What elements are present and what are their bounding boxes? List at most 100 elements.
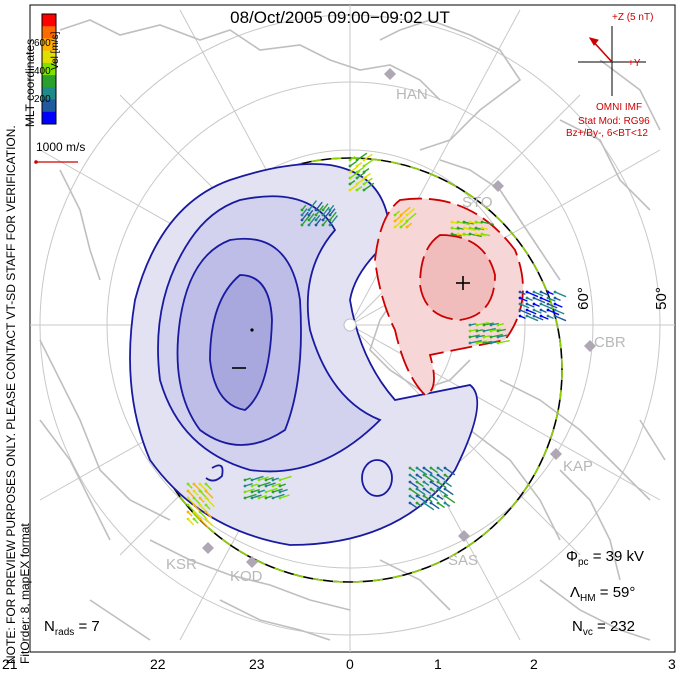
imf-z-label: +Z (5 nT) xyxy=(612,12,654,23)
velocity-vector-origin xyxy=(250,490,254,494)
station-label-sas: SAS xyxy=(448,552,479,569)
velocity-vector xyxy=(301,211,309,221)
n-rads-readout: Nrads = 7 xyxy=(44,618,100,638)
velocity-vector xyxy=(322,206,330,216)
color-scale-swatch xyxy=(42,75,56,88)
velocity-vector-origin xyxy=(429,480,433,484)
velocity-vector-origin xyxy=(482,341,486,345)
velocity-vector xyxy=(205,490,214,499)
velocity-vector-origin xyxy=(362,182,366,186)
velocity-vector xyxy=(363,182,375,191)
imf-source: OMNI IMF xyxy=(596,102,643,113)
velocity-vector-origin xyxy=(348,164,352,168)
velocity-vector-origin xyxy=(450,226,454,230)
velocity-vector-origin xyxy=(456,220,460,224)
velocity-vector-origin xyxy=(408,494,412,498)
velocity-vector-origin xyxy=(525,314,529,318)
velocity-vector-origin xyxy=(462,226,466,230)
velocity-vector xyxy=(244,493,257,499)
velocity-vector-origin xyxy=(496,329,500,333)
velocity-vector-origin xyxy=(474,220,478,224)
velocity-vector xyxy=(423,502,435,511)
velocity-vector-origin xyxy=(307,218,311,222)
velocity-vector-origin xyxy=(328,208,332,212)
velocity-vector-origin xyxy=(489,341,493,345)
velocity-vector-origin xyxy=(314,223,318,227)
velocity-vector-origin xyxy=(468,335,472,339)
velocity-vector-origin xyxy=(204,503,208,507)
velocity-vector-origin xyxy=(436,487,440,491)
velocity-vector xyxy=(308,216,316,226)
velocity-vector xyxy=(437,481,447,489)
velocity-vector-origin xyxy=(553,290,557,294)
velocity-vector-origin xyxy=(482,329,486,333)
velocity-vector xyxy=(483,327,496,332)
velocity-vector-origin xyxy=(462,220,466,224)
velocity-vector-origin xyxy=(539,296,543,300)
velocity-vector-origin xyxy=(518,308,522,312)
velocity-vector xyxy=(329,211,337,221)
velocity-vector-origin xyxy=(243,490,247,494)
velocity-vector-origin xyxy=(348,188,352,192)
velocity-vector-origin xyxy=(462,232,466,236)
velocity-vector-origin xyxy=(525,308,529,312)
velocity-vector-origin xyxy=(546,308,550,312)
velocity-vector-origin xyxy=(307,208,311,212)
velocity-vector-origin xyxy=(408,473,412,477)
imf-y-label: +Y xyxy=(628,58,641,69)
velocity-vector-origin xyxy=(328,218,332,222)
velocity-vector-origin xyxy=(539,314,543,318)
velocity-vector-origin xyxy=(204,482,208,486)
negative-cell-contour-4 xyxy=(209,274,273,411)
velocity-vector-origin xyxy=(474,232,478,236)
plot-frame xyxy=(29,4,676,653)
magnetic-pole-marker xyxy=(343,318,357,332)
velocity-vector-origin xyxy=(489,329,493,333)
velocity-vector-origin xyxy=(405,225,409,229)
velocity-vector-origin xyxy=(429,501,433,505)
velocity-vector-origin xyxy=(468,232,472,236)
velocity-vector-origin xyxy=(415,501,419,505)
velocity-vector-origin xyxy=(198,510,202,514)
velocity-vector xyxy=(437,488,449,497)
velocity-vector-origin xyxy=(518,290,522,294)
velocity-vector-origin xyxy=(300,218,304,222)
velocity-vector xyxy=(423,467,433,475)
velocity-vector-origin xyxy=(408,487,412,491)
velocity-vector xyxy=(416,467,428,476)
velocity-vector-origin xyxy=(307,223,311,227)
velocity-vector-origin xyxy=(546,314,550,318)
velocity-vectors xyxy=(186,152,567,529)
velocity-vector-origin xyxy=(408,501,412,505)
velocity-vector-origin xyxy=(362,170,366,174)
n-vc-readout: Nvc = 232 xyxy=(572,618,635,638)
velocity-vector-origin xyxy=(436,494,440,498)
velocity-vector-origin xyxy=(257,490,261,494)
velocity-vector xyxy=(251,494,262,499)
velocity-vector xyxy=(533,315,544,321)
station-markers xyxy=(202,68,596,568)
velocity-vector-origin xyxy=(482,335,486,339)
velocity-vector-origin xyxy=(204,510,208,514)
velocity-vector xyxy=(423,495,433,503)
velocity-vector-origin xyxy=(399,225,403,229)
station-label-sto: STO xyxy=(462,194,493,211)
velocity-vector-origin xyxy=(415,487,419,491)
velocity-vector-origin xyxy=(192,482,196,486)
velocity-vector-origin xyxy=(436,473,440,477)
velocity-vector xyxy=(205,497,215,508)
mlt-tick-21: 21 xyxy=(2,656,18,672)
velocity-vector-origin xyxy=(468,341,472,345)
velocity-vector-origin xyxy=(468,226,472,230)
velocity-vector xyxy=(430,481,442,490)
velocity-vector-origin xyxy=(348,176,352,180)
lambda-hm-readout: ΛHM = 59° xyxy=(570,584,636,604)
station-label-kap: KAP xyxy=(563,458,594,475)
velocity-vector xyxy=(547,303,558,309)
negative-cell-dot xyxy=(250,328,254,332)
color-scale-tick-200: 200 xyxy=(34,94,51,105)
velocity-vector-origin xyxy=(553,302,557,306)
velocity-vector xyxy=(244,488,255,493)
velocity-vector xyxy=(526,309,537,315)
